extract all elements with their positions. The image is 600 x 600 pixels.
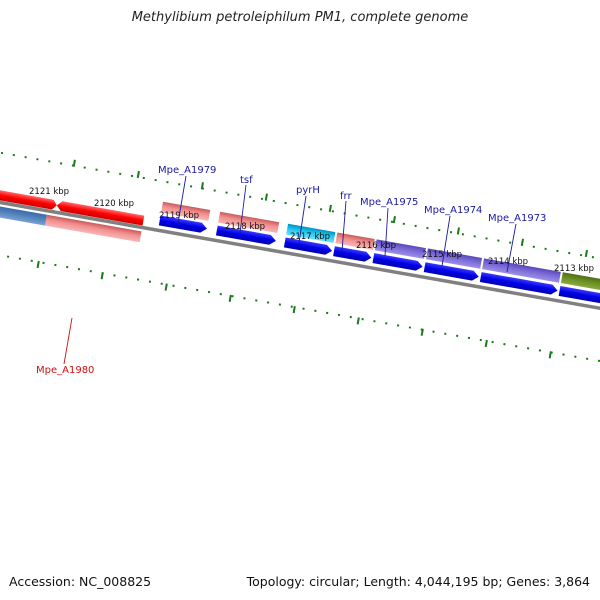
- label-mpe-a1980[interactable]: Mpe_A1980: [36, 365, 94, 376]
- map-title: Methylibium petroleiphilum PM1, complete…: [131, 10, 469, 25]
- feature-olive[interactable]: [560, 272, 600, 296]
- tick-label-2117: 2117 kbp: [290, 232, 330, 242]
- label-mpe-a1974[interactable]: Mpe_A1974: [424, 205, 482, 216]
- feature-frr[interactable]: [335, 232, 375, 250]
- tick-label-2115: 2115 kbp: [422, 250, 462, 260]
- feature-mpe-a1973[interactable]: [482, 258, 561, 283]
- gene-labels: Mpe_A1979 tsf pyrH frr Mpe_A1975 Mpe_A19…: [36, 165, 546, 376]
- cds-arrow-2[interactable]: [215, 225, 277, 246]
- feature-mpe-a1975[interactable]: [374, 239, 426, 259]
- label-pyrH[interactable]: pyrH: [296, 185, 320, 196]
- cds-arrow-3[interactable]: [283, 237, 333, 256]
- cds-arrow-6[interactable]: [423, 262, 480, 281]
- tick-label-2121: 2121 kbp: [29, 187, 69, 197]
- cds-arrow-8[interactable]: [558, 286, 600, 309]
- feature-red-arrow[interactable]: [56, 200, 145, 226]
- feature-red-left[interactable]: [0, 185, 58, 210]
- leader-pyrH: [298, 195, 307, 244]
- tick-label-2114: 2114 kbp: [488, 257, 528, 267]
- accession-text: Accession: NC_008825: [9, 574, 152, 589]
- leader-mpe-a1973: [506, 223, 517, 273]
- feature-track-upper: [0, 185, 600, 296]
- label-mpe-a1979[interactable]: Mpe_A1979: [158, 165, 216, 176]
- cds-track: [158, 215, 600, 309]
- leader-mpe-a1974: [441, 215, 451, 267]
- cds-arrow-1[interactable]: [158, 215, 208, 234]
- topology-summary: Topology: circular; Length: 4,044,195 bp…: [246, 574, 590, 589]
- feature-track-lower: [0, 201, 142, 243]
- leader-mpe-a1980: [63, 317, 73, 365]
- tick-label-2118: 2118 kbp: [225, 222, 265, 232]
- genome-backbone: [0, 188, 600, 328]
- leader-frr: [341, 200, 347, 252]
- feature-tsf[interactable]: [218, 211, 280, 234]
- feature-mpe-a1974[interactable]: [425, 248, 483, 269]
- label-frr[interactable]: frr: [340, 191, 352, 202]
- tick-label-2120: 2120 kbp: [94, 199, 134, 209]
- leader-mpe-a1975: [384, 207, 389, 257]
- feature-mpe-a1980[interactable]: [45, 214, 142, 243]
- feature-steel[interactable]: [0, 201, 47, 226]
- label-tsf[interactable]: tsf: [240, 175, 253, 186]
- label-mpe-a1973[interactable]: Mpe_A1973: [488, 213, 546, 224]
- label-mpe-a1975[interactable]: Mpe_A1975: [360, 197, 418, 208]
- feature-mpe-a1979[interactable]: [161, 201, 211, 221]
- upper-tick-track: [0, 151, 595, 259]
- feature-pyrH[interactable]: [286, 223, 336, 243]
- leader-mpe-a1979: [177, 175, 187, 224]
- leader-tsf: [239, 184, 247, 234]
- lower-tick-track: [6, 255, 600, 362]
- cds-arrow-4[interactable]: [333, 246, 372, 262]
- tick-label-2113: 2113 kbp: [554, 264, 594, 274]
- tick-label-2116: 2116 kbp: [356, 241, 396, 251]
- cds-arrow-5[interactable]: [372, 253, 424, 272]
- cds-arrow-7[interactable]: [479, 272, 559, 295]
